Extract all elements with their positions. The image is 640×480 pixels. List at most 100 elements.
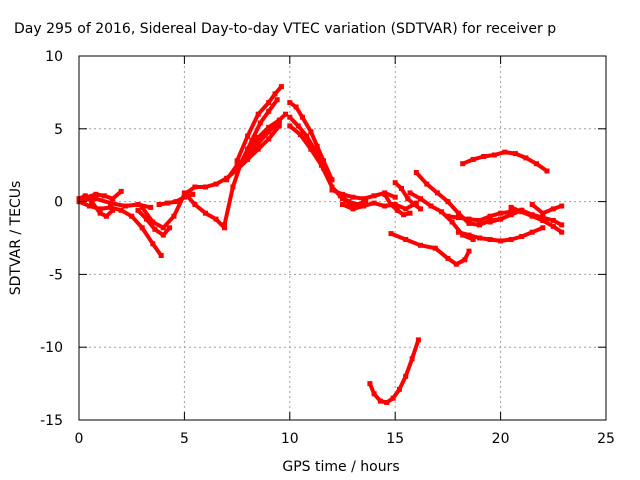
data-point: [388, 231, 394, 237]
data-point: [462, 257, 468, 263]
data-series: [76, 84, 565, 405]
data-point: [388, 202, 394, 207]
data-point: [466, 248, 472, 254]
data-point: [224, 177, 230, 183]
x-tick-label: 5: [180, 431, 189, 447]
data-point: [203, 210, 208, 216]
data-point: [93, 196, 99, 202]
data-point: [266, 100, 272, 106]
data-point: [144, 216, 149, 222]
y-tick-label: 10: [45, 49, 63, 65]
data-point: [411, 202, 417, 207]
data-point: [150, 219, 156, 225]
data-point: [466, 232, 472, 238]
data-point: [508, 237, 514, 242]
data-point: [407, 190, 413, 196]
data-point: [540, 225, 546, 231]
data-series-4: [135, 207, 173, 238]
data-series-14: [287, 123, 356, 209]
data-point: [371, 193, 377, 199]
series-line: [182, 190, 227, 230]
data-point: [498, 216, 504, 222]
data-point: [405, 196, 411, 202]
data-point: [222, 222, 227, 228]
y-tick-label: -5: [49, 267, 63, 283]
axis-ticks: 0 5 10 15 20 25 10 5 0 -5 -10 -15: [40, 49, 615, 447]
data-series-8: [222, 97, 280, 228]
data-point: [508, 204, 514, 210]
data-point: [361, 196, 367, 202]
data-point: [529, 229, 535, 235]
data-point: [498, 210, 504, 216]
data-point: [274, 97, 280, 103]
data-point: [392, 180, 398, 186]
data-series-7: [181, 190, 227, 231]
data-point: [445, 199, 451, 205]
data-point: [449, 219, 455, 225]
data-point: [340, 202, 345, 207]
x-tick-label: 15: [386, 431, 404, 447]
series-line: [367, 337, 421, 405]
data-point: [409, 356, 415, 362]
data-point: [110, 196, 116, 202]
data-point: [559, 229, 565, 235]
data-point: [312, 148, 318, 154]
data-point: [135, 202, 141, 207]
data-point: [487, 213, 493, 219]
data-point: [108, 200, 114, 206]
data-point: [135, 207, 141, 213]
data-point: [287, 100, 293, 106]
data-point: [529, 202, 535, 207]
data-point: [108, 204, 114, 210]
data-point: [413, 170, 419, 175]
data-point: [550, 206, 556, 212]
data-series-28: [367, 337, 421, 405]
data-point: [80, 197, 86, 203]
data-point: [276, 117, 282, 123]
data-point: [455, 229, 461, 235]
data-point: [245, 133, 251, 139]
data-point: [97, 210, 103, 216]
data-point: [272, 91, 278, 97]
data-point: [455, 210, 461, 216]
data-point: [257, 120, 263, 126]
data-point: [407, 210, 413, 216]
data-point: [481, 154, 487, 159]
data-point: [377, 398, 383, 404]
data-point: [181, 190, 187, 196]
data-point: [293, 104, 299, 110]
data-point: [392, 194, 398, 200]
y-tick-label: -10: [40, 340, 63, 356]
chart-title: Day 295 of 2016, Sidereal Day-to-day VTE…: [14, 21, 556, 37]
data-point: [432, 245, 438, 251]
data-series-21: [388, 231, 472, 267]
x-tick-label: 10: [281, 431, 299, 447]
data-point: [245, 156, 251, 162]
data-point: [318, 162, 324, 168]
series-line: [224, 119, 282, 182]
data-point: [453, 261, 459, 267]
data-point: [321, 158, 326, 164]
y-tick-label: 0: [54, 195, 63, 211]
data-point: [487, 219, 493, 225]
data-point: [165, 200, 170, 206]
data-point: [150, 241, 156, 247]
data-point: [129, 213, 135, 219]
data-point: [540, 210, 546, 216]
data-point: [466, 216, 472, 222]
data-point: [502, 149, 508, 155]
data-point: [418, 242, 423, 248]
data-point: [424, 181, 430, 187]
series-line: [287, 115, 368, 207]
data-point: [255, 140, 261, 146]
data-point: [363, 199, 369, 205]
data-point: [519, 209, 525, 215]
data-point: [428, 203, 434, 209]
data-point: [295, 123, 301, 129]
data-point: [118, 188, 124, 194]
data-point: [529, 213, 535, 219]
data-point: [487, 237, 493, 242]
data-point: [403, 206, 409, 212]
data-point: [523, 155, 529, 161]
data-point: [245, 152, 251, 158]
